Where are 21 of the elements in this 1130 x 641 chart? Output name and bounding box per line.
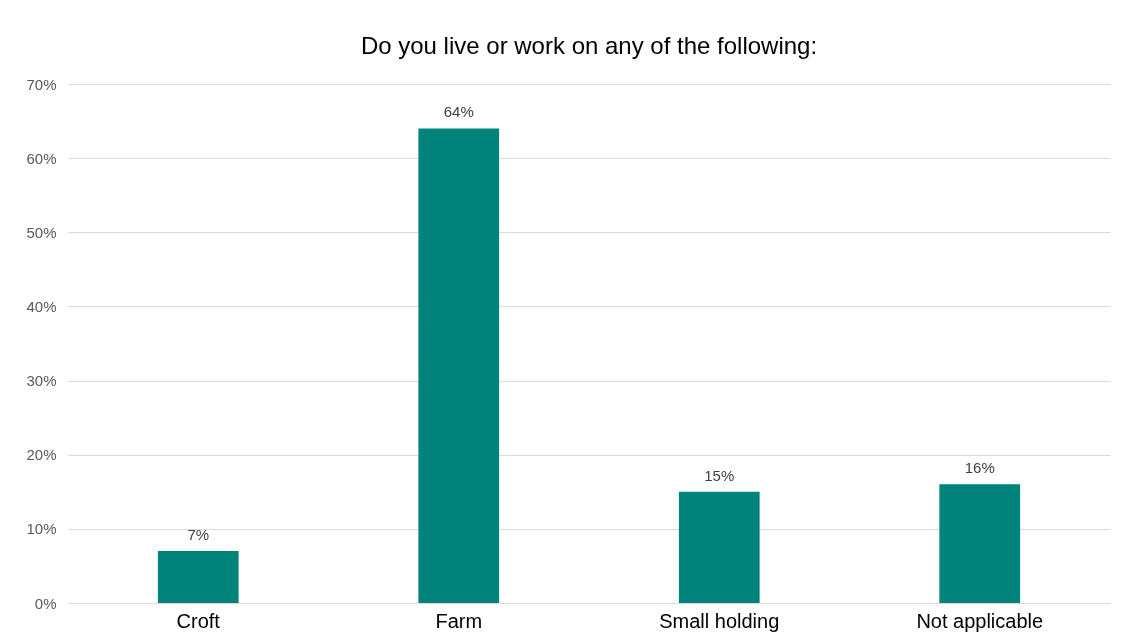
data-label: 15%	[704, 466, 735, 484]
x-tick-label: Croft	[176, 609, 221, 632]
data-label: 7%	[187, 526, 210, 544]
y-tick-label: 20%	[26, 446, 57, 464]
y-tick-label: 50%	[26, 223, 57, 241]
bar	[678, 491, 760, 603]
y-tick-label: 0%	[34, 594, 57, 612]
y-tick-label: 10%	[26, 520, 57, 538]
chart-title: Do you live or work on any of the following:	[360, 32, 818, 59]
bar	[418, 128, 500, 603]
x-tick-label: Not applicable	[916, 609, 1044, 632]
data-label: 16%	[964, 459, 995, 477]
y-tick-label: 70%	[26, 75, 57, 93]
bar	[157, 551, 239, 603]
y-tick-label: 30%	[26, 372, 57, 390]
y-tick-label: 60%	[26, 149, 57, 167]
x-tick-label: Small holding	[659, 609, 780, 632]
bar	[939, 484, 1021, 603]
x-tick-label: Farm	[435, 609, 483, 632]
y-tick-label: 40%	[26, 297, 57, 315]
data-label: 64%	[443, 103, 474, 121]
